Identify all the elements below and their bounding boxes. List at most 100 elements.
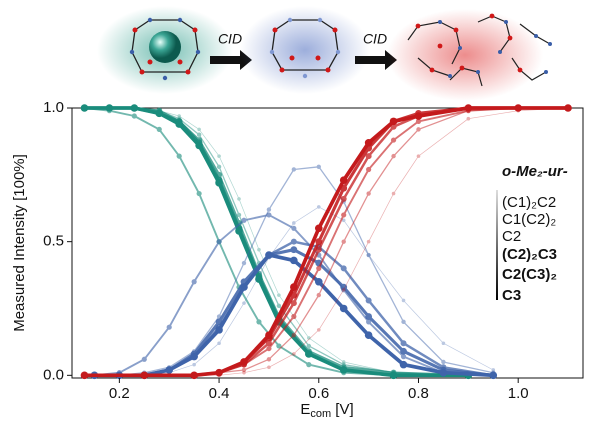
data-point (366, 166, 372, 173)
series-line (84, 107, 469, 377)
series-line (84, 107, 568, 376)
data-point (266, 357, 272, 362)
y-tick-label: 1.0 (43, 99, 64, 116)
data-point (416, 154, 421, 158)
data-point (307, 336, 311, 340)
data-point (276, 343, 282, 349)
data-point (316, 328, 321, 332)
glow (240, 6, 370, 94)
data-point (290, 246, 298, 254)
data-point (242, 370, 246, 375)
data-point (340, 265, 347, 272)
legend-entry: C3 (502, 287, 521, 304)
data-point (391, 153, 396, 159)
data-point (439, 368, 448, 377)
series (80, 104, 572, 380)
data-point (364, 138, 373, 147)
data-point (195, 141, 203, 150)
data-point (242, 301, 246, 305)
data-point (400, 354, 407, 360)
data-point (215, 326, 223, 334)
data-point (316, 292, 321, 298)
legend-entry: (C1)₂C2 (502, 194, 556, 211)
data-point (340, 195, 347, 202)
data-point (306, 343, 312, 349)
data-point (316, 265, 322, 271)
series-line (94, 206, 494, 376)
series-line (84, 107, 568, 377)
data-point (292, 221, 296, 225)
data-point (276, 303, 282, 309)
data-point (241, 367, 247, 373)
x-tick-label: 0.4 (209, 385, 230, 402)
x-label-main: E (300, 401, 310, 418)
glow (387, 9, 543, 101)
atoms (438, 20, 552, 78)
data-point (266, 345, 272, 352)
data-point (340, 283, 348, 291)
atoms (272, 27, 338, 73)
data-point (196, 190, 202, 197)
series-line (84, 106, 469, 377)
series (92, 205, 496, 378)
data-point (237, 197, 241, 201)
arrow-label: CID (218, 31, 242, 47)
data-point (290, 256, 298, 265)
series (91, 246, 497, 379)
data-point (140, 371, 149, 380)
data-point (441, 341, 446, 346)
series-line (84, 107, 569, 376)
data-point (192, 362, 196, 367)
scheme: CID CID (97, 6, 552, 101)
data-point (341, 239, 346, 244)
legend-bar (496, 190, 498, 300)
data-point (389, 117, 398, 126)
data-point (441, 359, 446, 365)
data-point (191, 279, 197, 285)
ion (149, 31, 181, 63)
data-point (165, 366, 174, 374)
data-point (316, 164, 321, 170)
data-point (364, 331, 373, 340)
data-point (166, 324, 172, 330)
legend-entry: (C2)₂C3 (502, 246, 557, 263)
atoms (269, 17, 341, 79)
data-point (341, 360, 346, 364)
data-point (240, 283, 248, 291)
data-point (401, 319, 406, 325)
data-point (366, 239, 371, 244)
y-tick-label: 0.0 (43, 366, 64, 383)
data-point (291, 225, 297, 231)
data-point (105, 104, 114, 112)
data-point (257, 247, 261, 252)
data-point (401, 298, 406, 303)
data-point (366, 319, 372, 325)
data-point (177, 114, 181, 118)
data-point (80, 371, 89, 380)
data-point (400, 347, 407, 355)
arrow (355, 50, 397, 70)
data-point (339, 176, 348, 184)
data-point (466, 116, 471, 121)
data-point (390, 137, 397, 143)
data-point (341, 287, 346, 292)
data-point (400, 340, 407, 347)
series-line (84, 106, 568, 377)
atoms (415, 13, 523, 73)
series-line (84, 106, 469, 378)
series-line (84, 106, 469, 377)
data-point (564, 104, 572, 112)
data-point (80, 104, 89, 112)
data-point (305, 350, 313, 358)
data-point (366, 252, 371, 258)
data-point (391, 191, 396, 196)
data-point (266, 207, 272, 212)
series-line (84, 107, 469, 376)
x-axis-label: Ecom [V] (300, 401, 353, 420)
y-axis-label: Measured Intensity [100%] (11, 154, 28, 332)
data-point (339, 304, 348, 313)
series (82, 106, 471, 378)
data-point (341, 218, 346, 223)
